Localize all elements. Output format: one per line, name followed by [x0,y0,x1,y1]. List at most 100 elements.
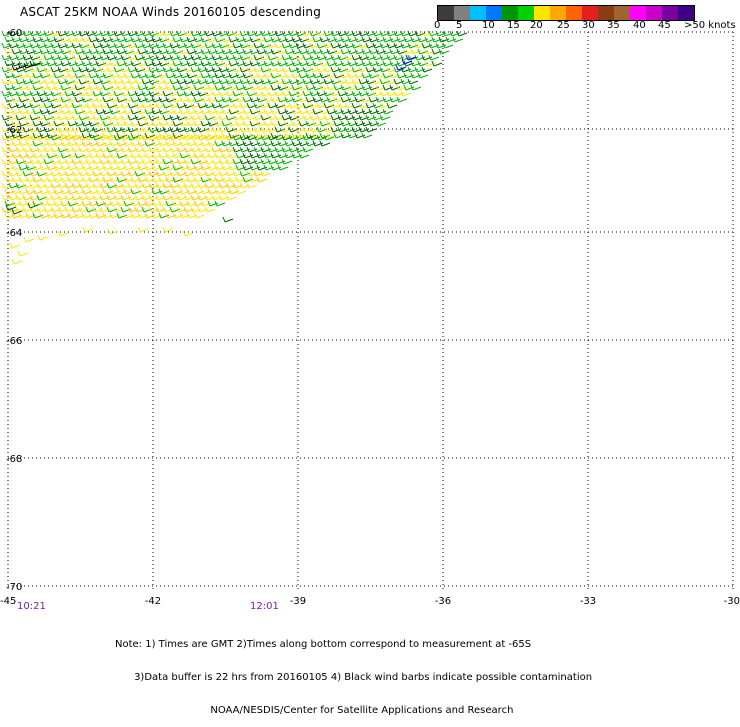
wind-barb [165,36,177,43]
wind-barb [15,54,27,61]
wind-barb [4,176,16,183]
wind-barb [130,96,142,103]
wind-barb [182,230,194,237]
wind-barb [218,102,230,109]
wind-barb [270,48,282,55]
wind-barb [351,42,363,49]
wind-barb [78,102,90,109]
wind-barb [169,30,181,37]
legend-label: 15 [507,20,520,31]
wind-barb [382,108,394,115]
wind-barb [109,48,121,55]
wind-barb [92,158,104,165]
wind-barb [11,84,23,91]
wind-barb [368,96,380,103]
wind-barb [207,188,219,195]
wind-barb [74,212,86,219]
wind-barb [253,66,265,73]
wind-barb [242,96,254,103]
wind-barb [193,96,205,103]
wind-barb [302,78,314,85]
wind-barb [225,102,237,109]
wind-barb [78,66,90,73]
wind-barb [39,188,51,195]
wind-barb [67,108,79,115]
wind-barb [382,48,394,55]
wind-barb [186,200,198,207]
wind-barb [18,140,30,147]
wind-barb [400,90,412,97]
wind-barb [137,140,149,147]
wind-barb [183,146,195,153]
wind-barb [67,84,79,91]
wind-barb [214,188,226,195]
wind-barb [92,30,104,37]
wind-barb [71,170,83,177]
wind-barb [141,182,153,189]
wind-barb [43,30,55,37]
wind-barb [165,108,177,115]
wind-barb [36,78,48,85]
wind-barb [309,126,321,133]
wind-barb [169,170,181,177]
wind-barb [330,78,342,85]
wind-barb [158,212,170,219]
wind-barb [186,96,198,103]
wind-barb [99,126,111,133]
wind-barb [211,126,223,133]
wind-barb [102,152,114,159]
wind-barb [438,48,450,55]
wind-barb [43,182,55,189]
wind-barb [183,78,195,85]
wind-barb [123,120,135,127]
wind-barb [8,90,20,97]
wind-barb [428,54,440,61]
longitude-label: -45 [0,596,16,607]
wind-barb [253,102,265,109]
wind-barb [137,96,149,103]
wind-barb [57,78,69,85]
wind-barb [260,126,272,133]
wind-barb [165,212,177,219]
wind-barb [78,114,90,121]
wind-barb [207,164,219,171]
wind-barb [102,164,114,171]
wind-barb [396,84,408,91]
wind-barb [263,108,275,115]
wind-barb [288,66,300,73]
wind-barb [148,170,160,177]
latitude-label: -68 [6,454,22,465]
wind-barb [344,90,356,97]
wind-barb [225,66,237,73]
wind-barb [277,132,289,139]
wind-barb [106,182,118,189]
wind-barb [57,146,69,153]
wind-barb [74,152,86,159]
wind-barb [85,134,97,141]
wind-barb [340,36,352,43]
wind-barb [302,54,314,61]
wind-barb [120,134,132,141]
wind-barb [99,182,111,189]
wind-barb [43,102,55,109]
wind-barb [222,216,234,223]
wind-barb [298,140,310,147]
wind-barb [211,134,223,141]
wind-barb [246,182,258,189]
wind-barb [29,66,41,73]
wind-barb [120,126,132,133]
wind-barb [71,134,83,141]
wind-barb [312,120,324,127]
wind-barb [361,48,373,55]
wind-barb [197,102,209,109]
wind-barb [120,78,132,85]
wind-barb [309,30,321,37]
wind-barb [340,60,352,67]
wind-barb [316,78,328,85]
wind-barb [148,134,160,141]
wind-barb [4,84,16,91]
wind-barb [102,132,114,139]
wind-barb [4,188,16,195]
footnote: Note: 1) Times are GMT 2)Times along bot… [115,617,592,727]
longitude-label: -39 [290,596,306,607]
